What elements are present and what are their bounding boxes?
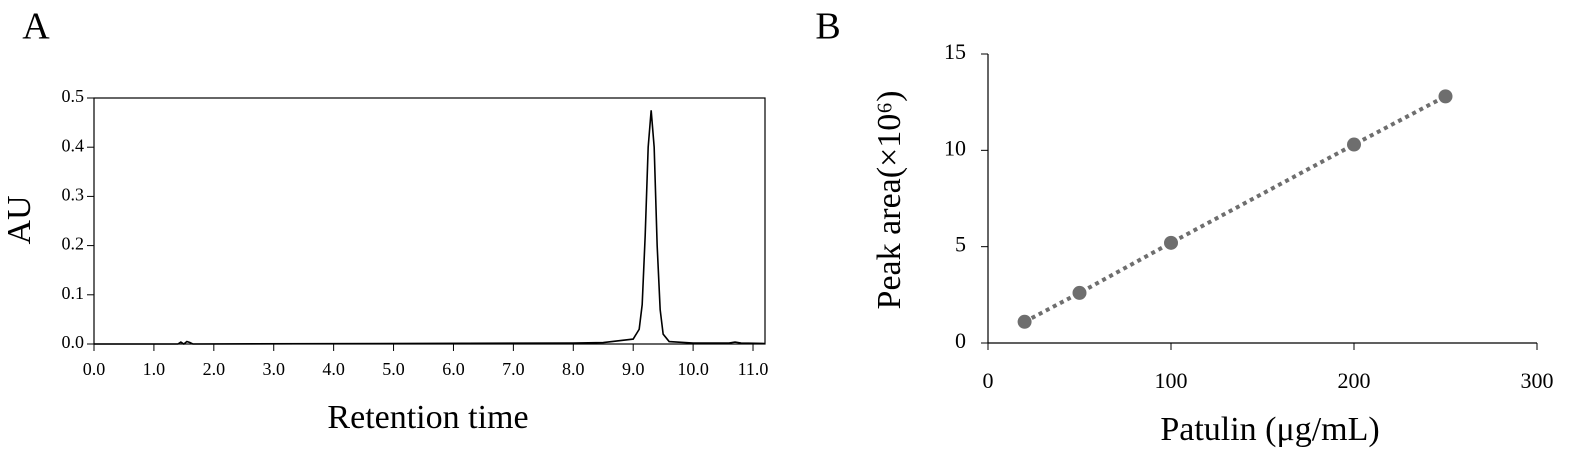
y-axis-label: AU [1,195,38,244]
x-tick-label: 2.0 [203,359,226,379]
y-tick-label: 5 [955,232,966,257]
plot-frame [93,97,766,345]
x-axis-label: Retention time [327,399,528,436]
x-tick-label: 1.0 [143,359,166,379]
chromatogram-line [94,110,766,345]
panel-label: B [815,6,840,48]
x-tick-label: 8.0 [562,359,585,379]
y-tick-label: 0.0 [62,332,85,352]
x-tick-label: 300 [1521,368,1554,393]
data-point [1017,314,1032,329]
x-tick-label: 9.0 [622,359,645,379]
trend-line [1023,94,1447,324]
x-tick-label: 200 [1338,368,1371,393]
y-tick-label: 10 [944,135,966,160]
y-tick-label: 0.5 [62,86,85,106]
x-tick-label: 7.0 [502,359,525,379]
x-tick-label: 100 [1155,368,1188,393]
x-tick-label: 4.0 [322,359,345,379]
x-axis-label: Patulin (μg/mL) [1160,411,1379,448]
y-tick-label: 0.3 [62,185,85,205]
data-point [1164,235,1178,250]
x-tick-label: 6.0 [442,359,465,379]
x-tick-label: 3.0 [262,359,285,379]
x-tick-label: 0 [983,368,994,393]
data-point [1072,285,1087,300]
panel-label: A [22,6,50,48]
y-axis-label: Peak area(×10⁶) [871,91,908,310]
y-tick-label: 0.4 [62,135,85,155]
x-tick-label: 11.0 [738,359,769,379]
x-tick-label: 10.0 [677,359,709,379]
data-point [1438,89,1453,104]
y-tick-label: 0 [955,328,966,353]
y-tick-label: 0.1 [62,283,85,303]
x-tick-label: 0.0 [83,359,106,379]
x-tick-label: 5.0 [382,359,405,379]
y-tick-label: 15 [944,39,966,64]
y-tick-label: 0.2 [62,234,85,254]
data-point [1347,137,1361,152]
